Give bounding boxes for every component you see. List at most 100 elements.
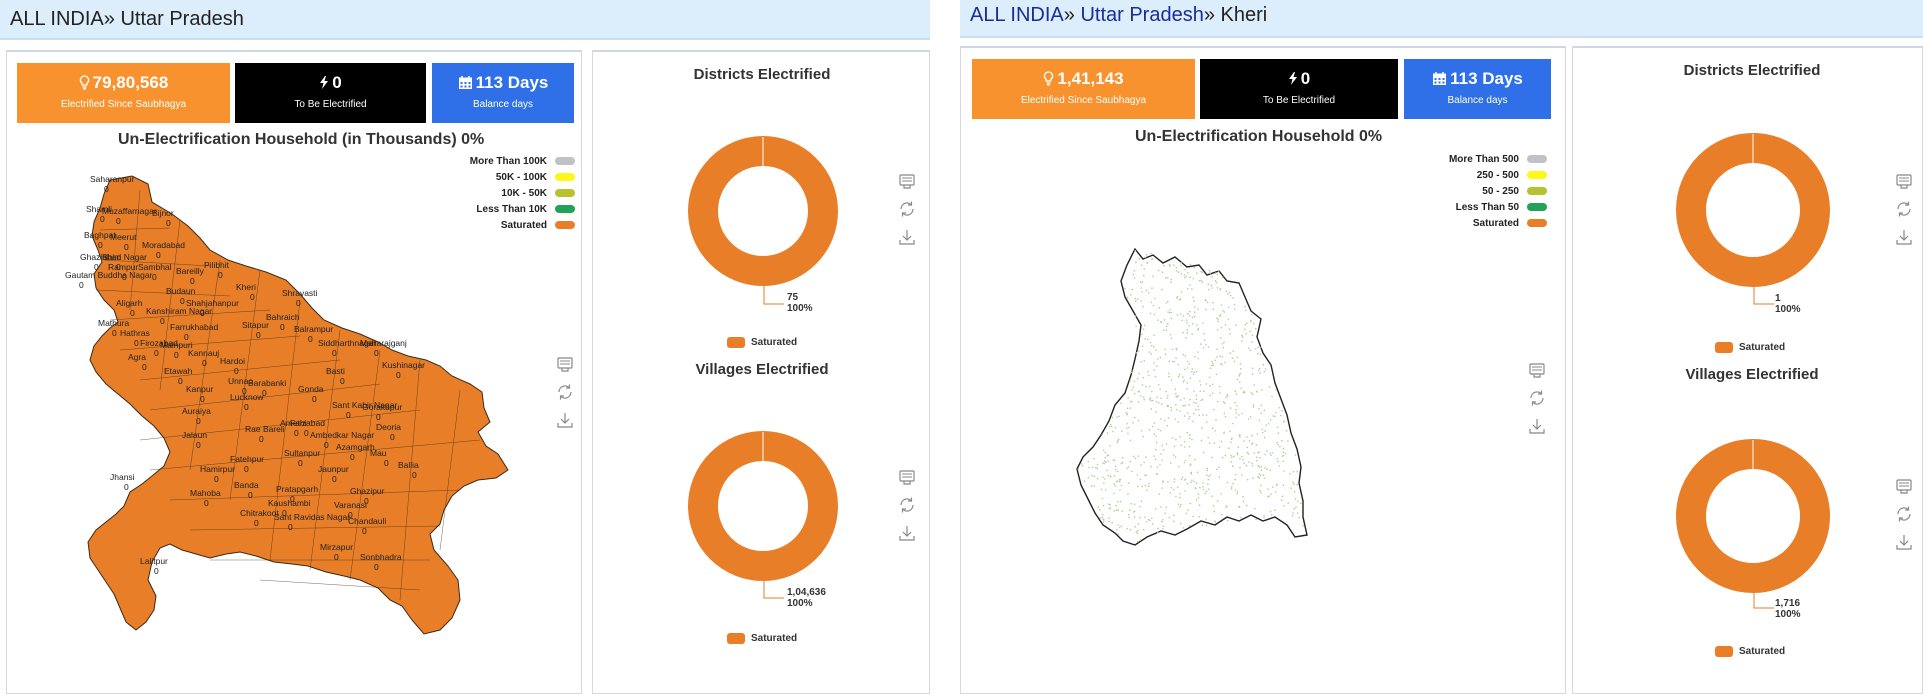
village-point bbox=[1101, 433, 1104, 436]
districts-donut[interactable] bbox=[687, 135, 839, 287]
download-icon[interactable] bbox=[898, 524, 916, 547]
districts-toolbar bbox=[898, 172, 916, 252]
village-point bbox=[1201, 281, 1204, 283]
restore-icon[interactable] bbox=[556, 383, 574, 406]
donut-slice-saturated[interactable] bbox=[1676, 439, 1830, 593]
villages-legend[interactable]: Saturated bbox=[1715, 646, 1785, 657]
download-icon[interactable] bbox=[898, 228, 916, 251]
restore-icon[interactable] bbox=[1895, 200, 1913, 223]
download-icon[interactable] bbox=[1528, 417, 1546, 440]
data-view-icon[interactable] bbox=[1895, 172, 1913, 195]
legend-item[interactable]: Saturated bbox=[445, 217, 575, 233]
download-icon[interactable] bbox=[1895, 533, 1913, 556]
district-value-label: 0 bbox=[340, 376, 345, 386]
district-label: Rae Bareli bbox=[245, 424, 285, 434]
legend-item[interactable]: Saturated bbox=[1417, 215, 1547, 231]
left-dashboard: ALL INDIA» Uttar Pradesh 79,80,568 Elect… bbox=[0, 0, 930, 694]
state-map-shape[interactable] bbox=[87, 175, 509, 635]
village-point bbox=[1221, 363, 1223, 366]
village-point bbox=[1262, 363, 1265, 366]
districts-legend[interactable]: Saturated bbox=[1715, 342, 1785, 353]
village-point bbox=[1247, 453, 1250, 455]
restore-icon[interactable] bbox=[1895, 505, 1913, 528]
village-point bbox=[1162, 528, 1164, 530]
district-map[interactable] bbox=[1075, 245, 1325, 550]
download-icon[interactable] bbox=[1895, 228, 1913, 251]
districts-chart-title: Districts Electrified bbox=[693, 66, 831, 83]
legend-item[interactable]: Less Than 50 bbox=[1417, 199, 1547, 215]
district-label: Ambedkar Nagar bbox=[310, 430, 374, 440]
data-view-icon[interactable] bbox=[898, 468, 916, 491]
legend-item[interactable]: More Than 100K bbox=[445, 153, 575, 169]
village-point bbox=[1200, 343, 1202, 345]
village-point bbox=[1184, 446, 1186, 448]
village-point bbox=[1119, 500, 1122, 503]
village-point bbox=[1199, 380, 1201, 382]
village-point bbox=[1143, 461, 1145, 464]
villages-legend[interactable]: Saturated bbox=[727, 633, 797, 644]
village-point bbox=[1271, 486, 1274, 488]
village-point bbox=[1240, 387, 1242, 389]
village-point bbox=[1245, 464, 1248, 467]
village-point bbox=[1166, 425, 1169, 427]
district-map-shape[interactable] bbox=[1076, 247, 1308, 546]
village-point bbox=[1266, 450, 1268, 452]
village-point bbox=[1121, 461, 1124, 464]
villages-value-label: 1,04,636 100% bbox=[787, 587, 826, 609]
legend-item[interactable]: 250 - 500 bbox=[1417, 167, 1547, 183]
village-point bbox=[1267, 488, 1269, 490]
donut-slice-saturated[interactable] bbox=[688, 431, 838, 581]
village-point bbox=[1234, 390, 1237, 392]
village-point bbox=[1263, 409, 1266, 412]
village-point bbox=[1139, 539, 1142, 541]
restore-icon[interactable] bbox=[1528, 389, 1546, 412]
data-view-icon[interactable] bbox=[556, 355, 574, 378]
district-value-label: 0 bbox=[242, 386, 247, 396]
village-point bbox=[1250, 321, 1252, 323]
village-point bbox=[1229, 430, 1231, 433]
village-point bbox=[1117, 509, 1120, 511]
village-point bbox=[1295, 506, 1297, 509]
village-point bbox=[1259, 457, 1261, 459]
district-value-label: 0 bbox=[350, 452, 355, 462]
district-value-label: 0 bbox=[298, 458, 303, 468]
data-view-icon[interactable] bbox=[1528, 361, 1546, 384]
villages-donut[interactable] bbox=[687, 430, 839, 582]
data-view-icon[interactable] bbox=[898, 172, 916, 195]
restore-icon[interactable] bbox=[898, 496, 916, 519]
legend-item[interactable]: 10K - 50K bbox=[445, 185, 575, 201]
districts-donut[interactable] bbox=[1675, 132, 1831, 288]
legend-item[interactable]: 50K - 100K bbox=[445, 169, 575, 185]
breadcrumb-state[interactable]: Uttar Pradesh bbox=[1080, 4, 1204, 26]
village-point bbox=[1239, 368, 1242, 370]
donut-slice-saturated[interactable] bbox=[1676, 133, 1830, 287]
breadcrumb-all-india[interactable]: ALL INDIA bbox=[10, 8, 104, 30]
donut-slice-saturated[interactable] bbox=[688, 136, 838, 286]
village-point bbox=[1292, 512, 1294, 514]
village-point bbox=[1149, 341, 1152, 344]
village-point bbox=[1211, 495, 1213, 497]
village-point bbox=[1276, 426, 1279, 429]
legend-item[interactable]: More Than 500 bbox=[1417, 151, 1547, 167]
breadcrumb-all-india[interactable]: ALL INDIA bbox=[970, 4, 1064, 26]
village-point bbox=[1144, 516, 1146, 519]
village-point bbox=[1294, 498, 1297, 500]
legend-item[interactable]: Less Than 10K bbox=[445, 201, 575, 217]
district-value-label: 0 bbox=[376, 412, 381, 422]
breadcrumb: ALL INDIA» Uttar Pradesh bbox=[0, 0, 930, 40]
village-point bbox=[1106, 469, 1108, 472]
village-point bbox=[1257, 353, 1259, 355]
village-point bbox=[1298, 516, 1300, 519]
village-point bbox=[1189, 502, 1192, 505]
village-point bbox=[1163, 420, 1166, 422]
restore-icon[interactable] bbox=[898, 200, 916, 223]
village-point bbox=[1251, 462, 1253, 465]
villages-donut[interactable] bbox=[1675, 438, 1831, 594]
state-map[interactable]: Saharanpur0Shamli0Muzaffarnagar0Bijnor0B… bbox=[60, 170, 510, 640]
district-value-label: 0 bbox=[116, 262, 121, 272]
legend-item[interactable]: 50 - 250 bbox=[1417, 183, 1547, 199]
village-point bbox=[1155, 435, 1157, 437]
download-icon[interactable] bbox=[556, 411, 574, 434]
data-view-icon[interactable] bbox=[1895, 477, 1913, 500]
districts-legend[interactable]: Saturated bbox=[727, 337, 797, 348]
